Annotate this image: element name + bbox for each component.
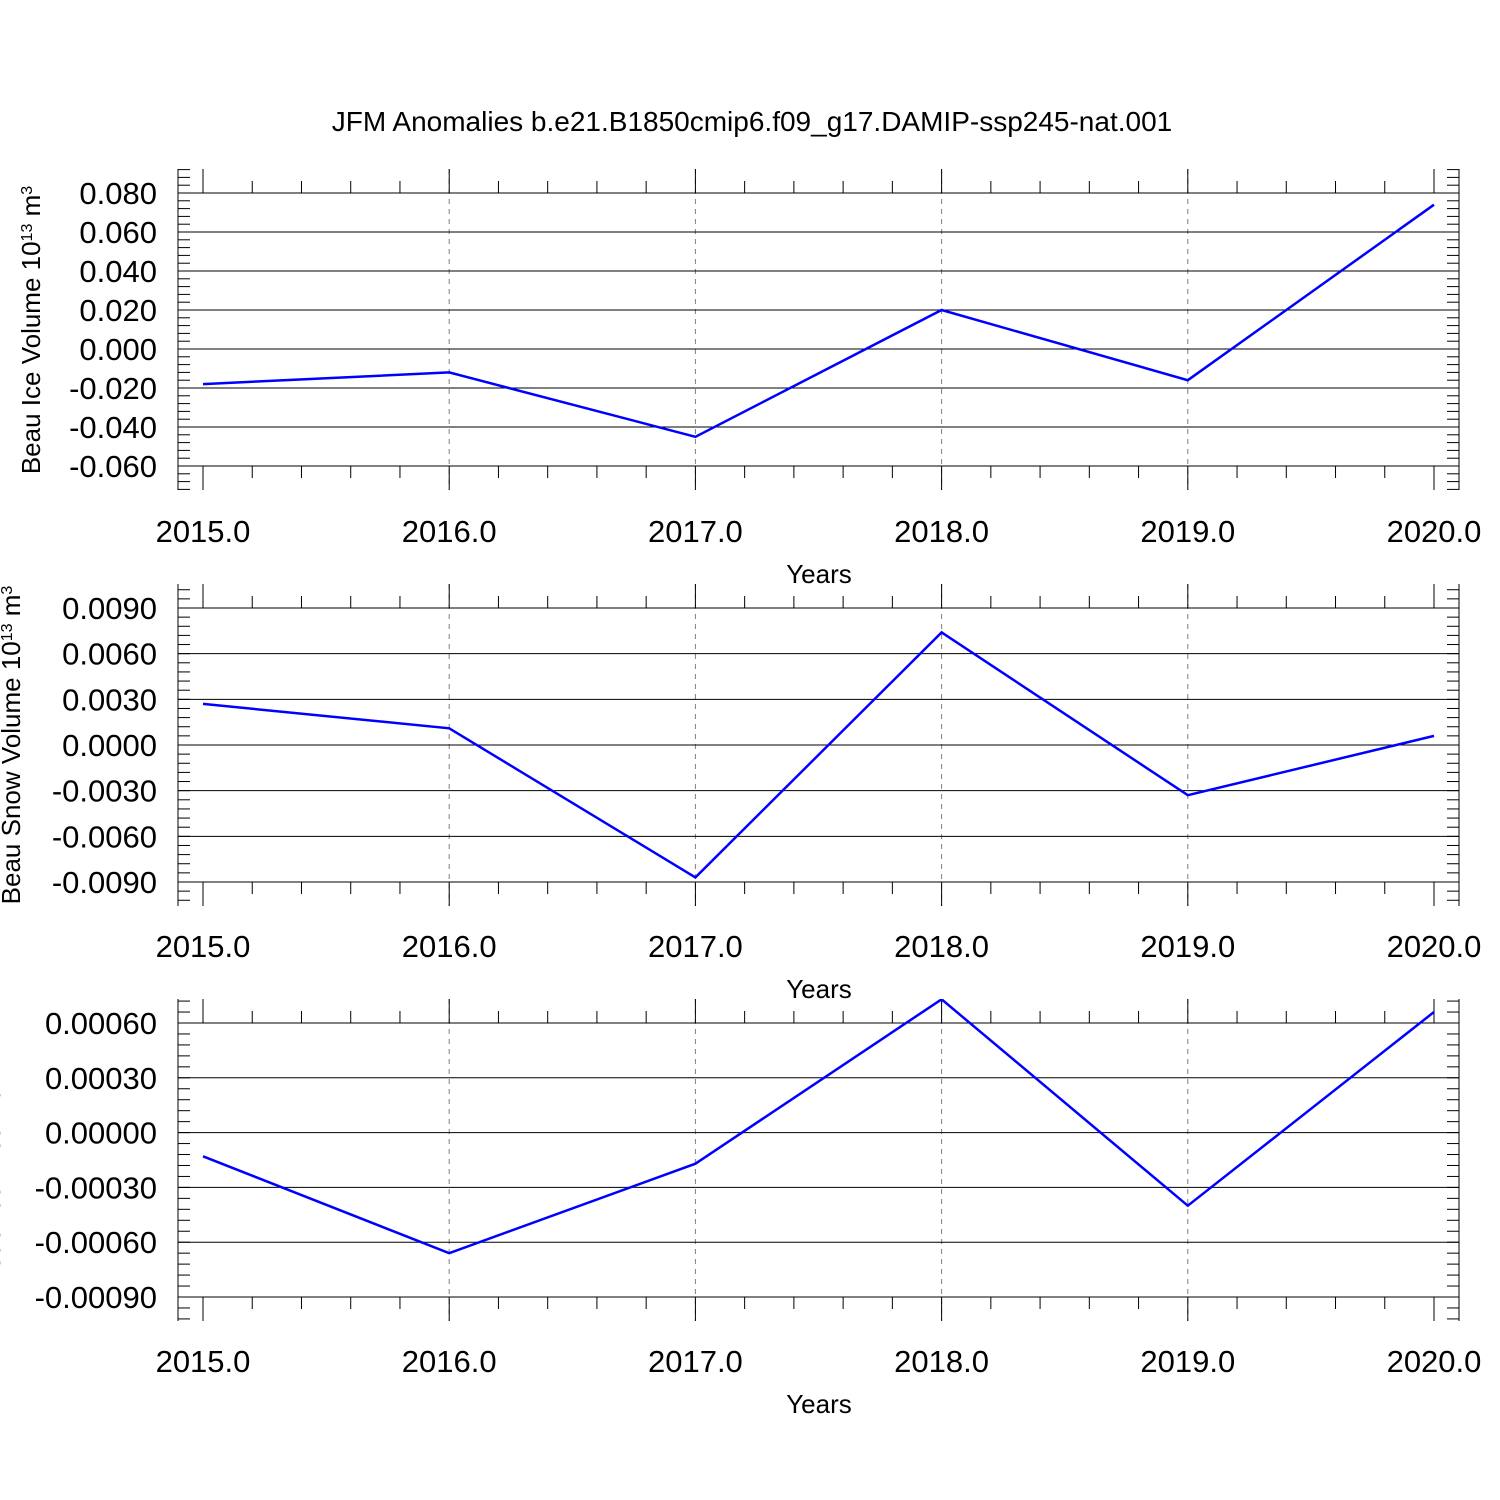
x-tick-label: 2019.0 (1140, 1344, 1235, 1379)
y-axis-title-text: Beau Ice Volume 10 (16, 241, 46, 474)
x-tick-label: 2019.0 (1140, 929, 1235, 964)
y-tick-label: 0.0000 (62, 728, 157, 763)
x-tick-label: 2017.0 (648, 1344, 743, 1379)
y-tick-label: -0.00030 (35, 1170, 157, 1205)
series-line (202, 999, 1435, 1255)
chart-title: JFM Anomalies b.e21.B1850cmip6.f09_g17.D… (332, 106, 1172, 137)
y-tick-label: 0.00030 (45, 1061, 157, 1096)
x-tick-label: 2018.0 (894, 929, 989, 964)
x-tick-label: 2015.0 (156, 1344, 251, 1379)
y-tick-label: -0.0060 (52, 819, 157, 854)
y-tick-label: 0.0060 (62, 637, 157, 672)
panel-2: 0.0090 0.0060 0.0030 0.0000 -0.0030 -0.0060 -0… (0, 584, 1481, 1004)
x-tick-label: 2016.0 (402, 1344, 497, 1379)
x-tick-label: 2015.0 (156, 514, 251, 549)
y-axis-title-text: m (0, 595, 26, 624)
y-tick-label: 0.00060 (45, 1006, 157, 1041)
x-tick-label: 2017.0 (648, 514, 743, 549)
y-tick-label: 0.00000 (45, 1116, 157, 1151)
y-axis-title-exponent: 3 (19, 186, 36, 195)
y-axis-title-text: m (16, 195, 46, 224)
x-tick-label: 2019.0 (1140, 514, 1235, 549)
y-tick-label: -0.040 (69, 410, 157, 445)
y-tick-label: 0.040 (79, 254, 157, 289)
panel-1: 0.080 0.060 0.040 0.020 0.000 -0.020 -0.040 -0.… (16, 169, 1481, 589)
y-axis-title-exponent: 13 (19, 224, 36, 242)
y-axis-title-exponent: 13 (0, 623, 16, 641)
x-tick-label: 2020.0 (1387, 514, 1482, 549)
panel-3: 0.00060 0.00030 0.00000 -0.00030 -0.00060 -0.… (0, 999, 1481, 1419)
y-axis-title: Beau Ice Volume 1013 m3 (16, 186, 46, 474)
y-axis-title-text: m (0, 1041, 6, 1070)
x-axis-title: Years (786, 1389, 852, 1419)
y-tick-label: 0.060 (79, 215, 157, 250)
y-tick-label: -0.0030 (52, 774, 157, 809)
y-tick-label: 0.020 (79, 293, 157, 328)
x-tick-label: 2015.0 (156, 929, 251, 964)
x-axis-title: Years (786, 559, 852, 589)
x-tick-label: 2020.0 (1387, 929, 1482, 964)
y-tick-label: -0.0090 (52, 865, 157, 900)
series-line (202, 203, 1435, 439)
y-axis-title: Beau Snow Volume 1013 m3 (0, 586, 26, 905)
y-tick-label: 0.000 (79, 332, 157, 367)
x-tick-label: 2017.0 (648, 929, 743, 964)
x-tick-label: 2016.0 (402, 514, 497, 549)
y-tick-label: -0.00090 (35, 1280, 157, 1315)
y-axis-title-text: Beau Ice Area 10 (0, 1088, 6, 1287)
series-line (202, 630, 1435, 879)
x-tick-label: 2016.0 (402, 929, 497, 964)
y-axis-title-exponent: 3 (0, 586, 16, 595)
y-tick-label: 0.0030 (62, 682, 157, 717)
y-axis-title-text: Beau Snow Volume 10 (0, 641, 26, 904)
x-tick-label: 2018.0 (894, 1344, 989, 1379)
x-axis-title: Years (786, 974, 852, 1004)
x-tick-label: 2018.0 (894, 514, 989, 549)
y-tick-label: 0.080 (79, 176, 157, 211)
y-axis-title: Beau Ice Area 1013 m2 (0, 1032, 6, 1287)
y-tick-label: -0.060 (69, 449, 157, 484)
x-tick-label: 2020.0 (1387, 1344, 1482, 1379)
y-tick-label: -0.00060 (35, 1225, 157, 1260)
y-tick-label: 0.0090 (62, 591, 157, 626)
y-tick-label: -0.020 (69, 371, 157, 406)
